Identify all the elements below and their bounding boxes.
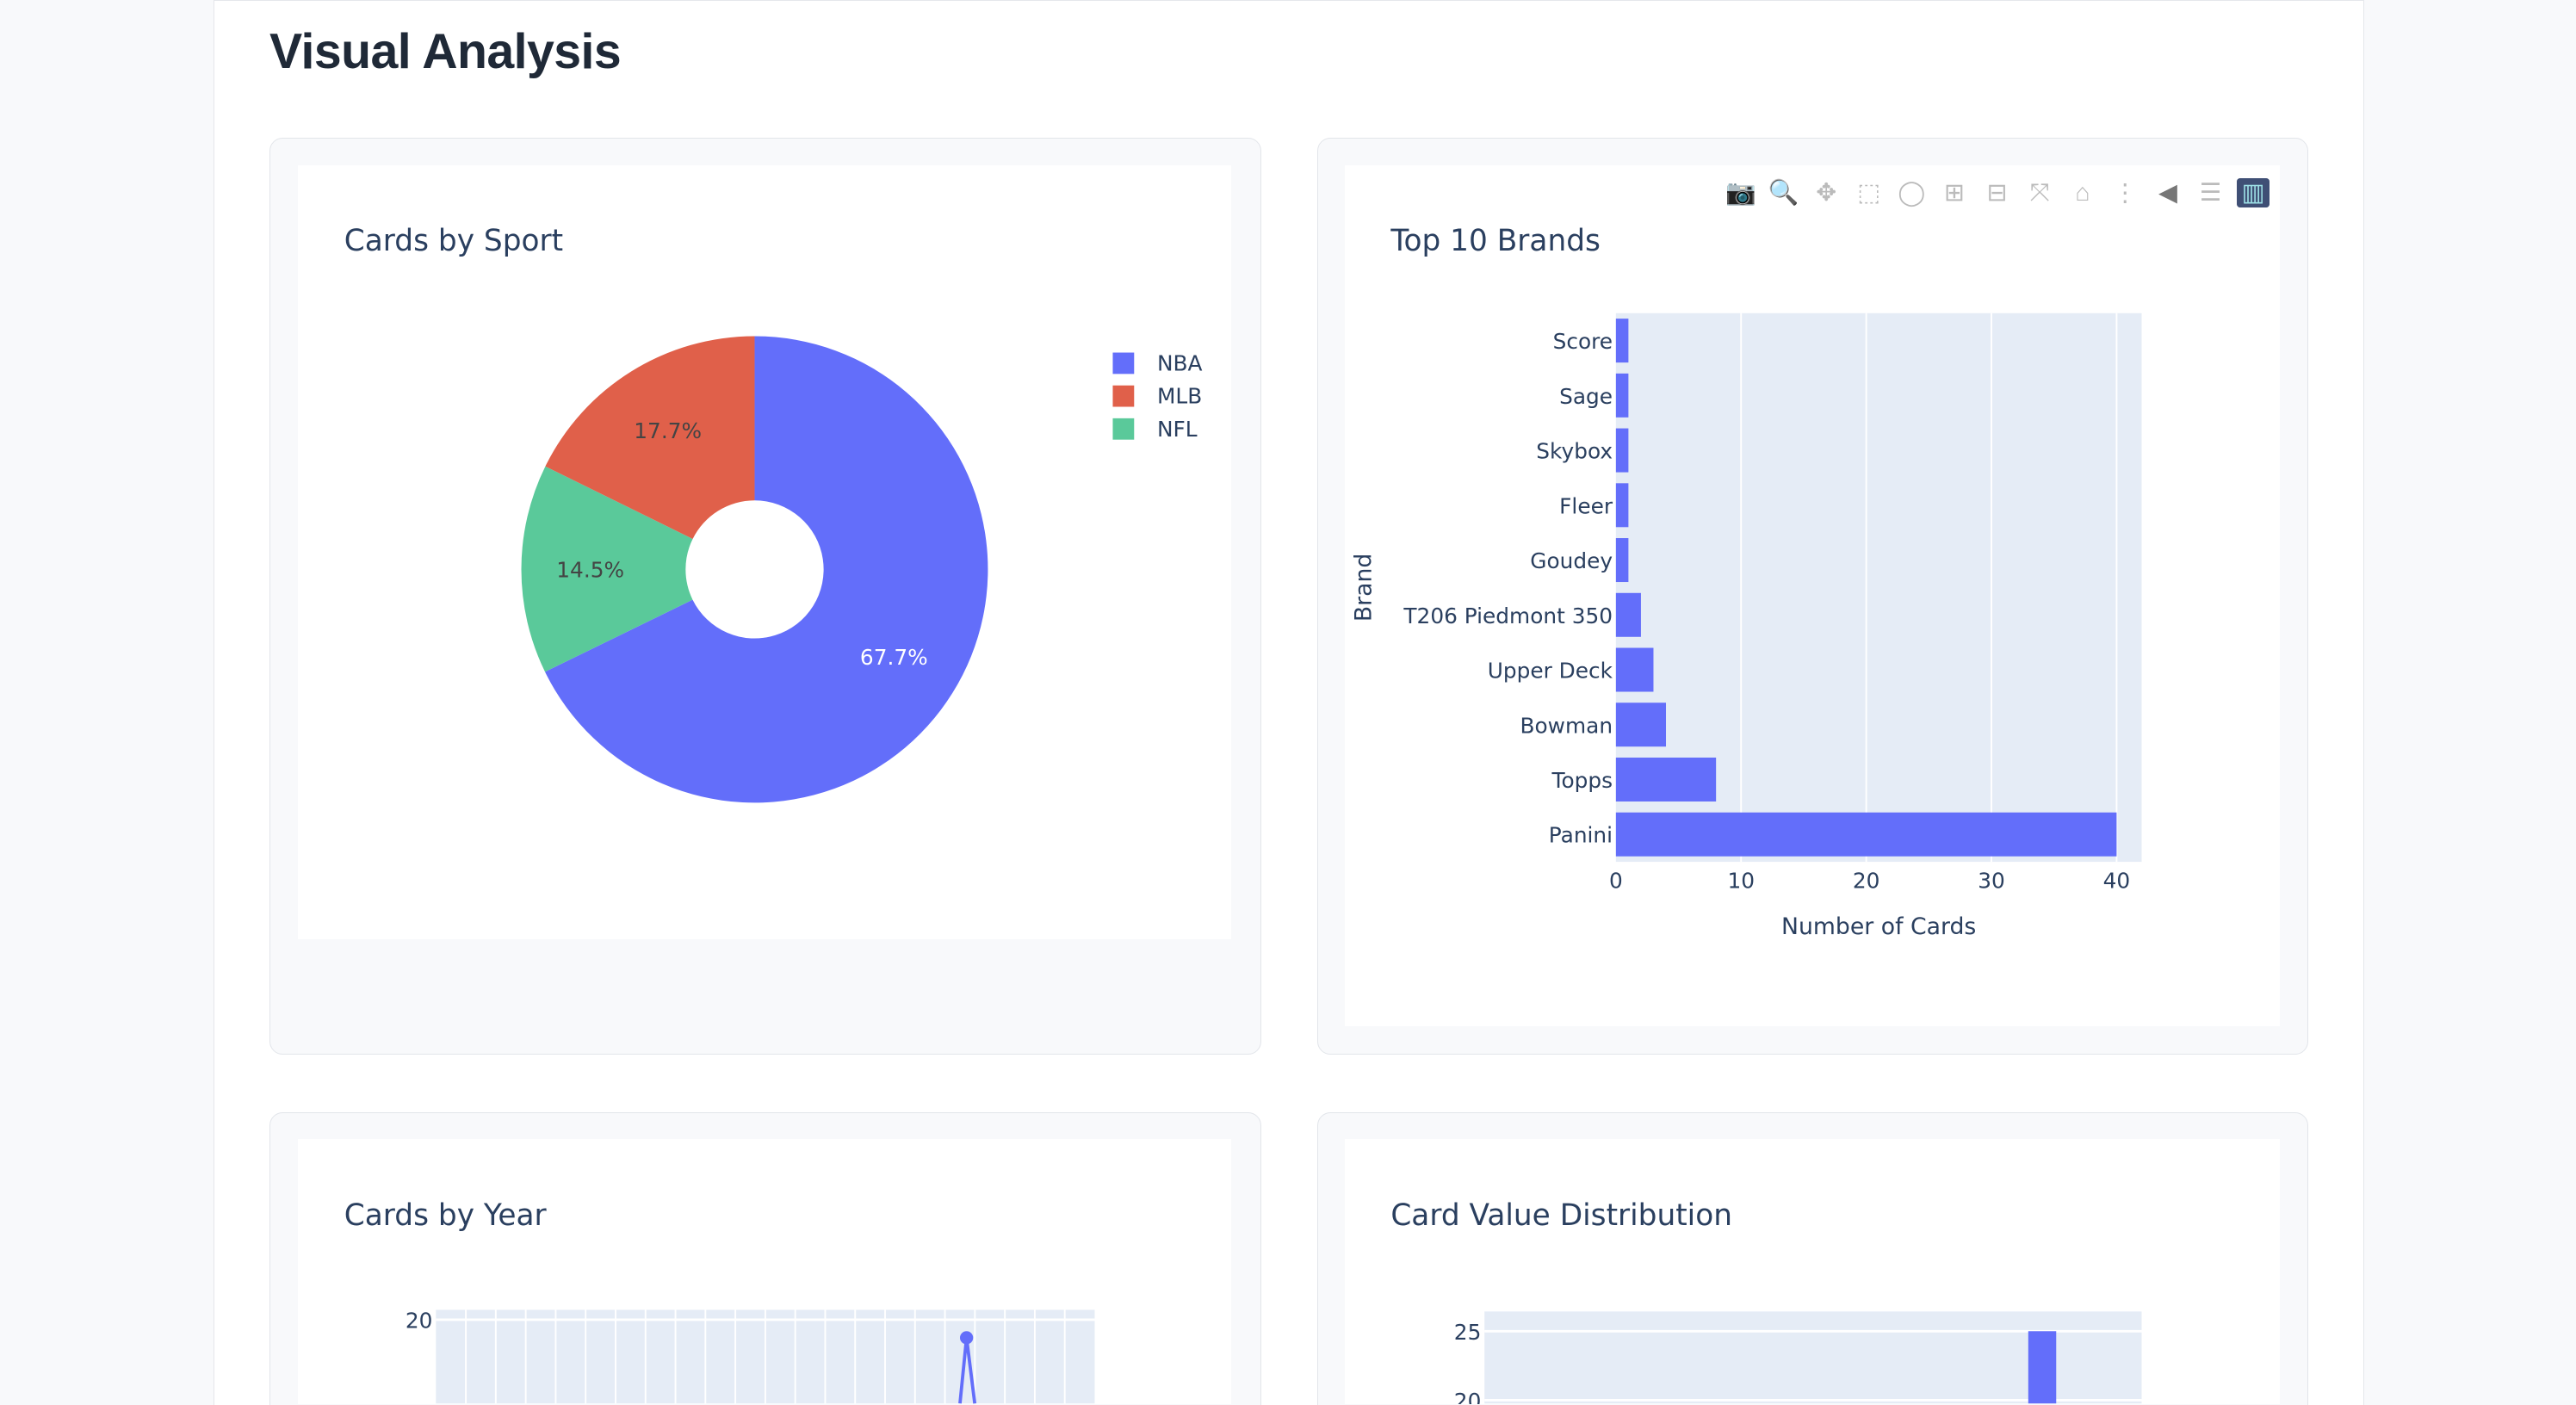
histogram-chart: 25 20 — [1454, 1311, 2142, 1404]
legend-swatch — [1112, 352, 1135, 374]
line-chart: 20 — [406, 1309, 1095, 1404]
bar-sage — [1615, 373, 1629, 418]
bar-chart: 0 10 20 30 40 Score Sage Skybox Fleer Goudey T206 … — [1350, 313, 2142, 940]
reset-axes-icon[interactable]: ⌂ — [2075, 179, 2090, 207]
pie-plot: Cards by Sport 67.7% 14.5% 17.7% NBA MLB NFL — [298, 164, 1232, 939]
x-tick-label: 10 — [1727, 868, 1755, 893]
bar-topps — [1615, 757, 1717, 802]
y-tick-label: Sage — [1559, 384, 1613, 409]
hover-compare-icon[interactable]: ☰ — [2199, 179, 2222, 207]
slice-label: 14.5% — [557, 557, 625, 582]
chart-title: Top 10 Brands — [1390, 224, 1601, 259]
line-plot: Cards by Year 20 — [298, 1139, 1232, 1404]
chart-card-sport: Cards by Sport 67.7% 14.5% 17.7% NBA MLB NFL — [269, 138, 1262, 1055]
bar-panini — [1615, 812, 2117, 857]
pie-chart: 67.7% 14.5% 17.7% NBA MLB NFL — [521, 336, 1203, 803]
y-tick-label: Upper Deck — [1488, 658, 1613, 683]
chart-card-brands: 📷 🔍 ✥ ⬚ ◯ ⊞ ⊟ ⤧ ⌂ ⋮ ◀ ☰ ▥ Top 10 Brands 0 10 20 30 40 Sco… — [1317, 138, 2309, 1055]
modebar: 📷 🔍 ✥ ⬚ ◯ ⊞ ⊟ ⤧ ⌂ ⋮ ◀ ☰ ▥ — [1725, 178, 2270, 208]
bar-score — [1615, 318, 1629, 362]
bar-plot: 📷 🔍 ✥ ⬚ ◯ ⊞ ⊟ ⤧ ⌂ ⋮ ◀ ☰ ▥ Top 10 Brands 0 10 20 30 40 Sco… — [1344, 164, 2280, 1026]
bar-fleer — [1615, 483, 1629, 528]
legend-item-nfl: NFL — [1157, 417, 1198, 442]
box-select-icon[interactable]: ⬚ — [1857, 179, 1881, 207]
y-tick-label: Topps — [1551, 768, 1613, 793]
y-tick-label: 25 — [1454, 1320, 1482, 1345]
y-tick-label: Panini — [1549, 823, 1613, 848]
y-tick-label: Fleer — [1559, 493, 1613, 518]
chart-title: Cards by Sport — [344, 224, 564, 259]
autoscale-icon[interactable]: ⤧ — [2029, 179, 2050, 207]
y-tick-label: 20 — [406, 1309, 433, 1334]
plotly-logo-icon[interactable]: ▥ — [2237, 178, 2270, 208]
legend-item-nba: NBA — [1157, 350, 1203, 375]
x-tick-label: 20 — [1853, 868, 1880, 893]
chart-card-year: Cards by Year 20 — [269, 1111, 1262, 1405]
slice-label: 17.7% — [635, 418, 703, 443]
y-tick-label: T206 Piedmont 350 — [1403, 603, 1613, 628]
chart-title: Card Value Distribution — [1390, 1198, 1732, 1234]
hover-closest-icon[interactable]: ◀ — [2158, 179, 2177, 207]
y-tick-label: 20 — [1454, 1389, 1482, 1403]
legend-swatch — [1112, 385, 1135, 407]
chart-card-value: Card Value Distribution 25 20 — [1317, 1111, 2309, 1405]
camera-icon[interactable]: 📷 — [1725, 179, 1756, 207]
y-tick-label: Score — [1552, 329, 1612, 354]
bar-goudey — [1615, 537, 1629, 582]
x-tick-label: 40 — [2103, 868, 2131, 893]
pie-slice-mlb — [545, 336, 755, 539]
slice-label: 67.7% — [860, 645, 928, 670]
x-axis-title: Number of Cards — [1781, 913, 1976, 940]
x-tick-label: 0 — [1609, 868, 1623, 893]
legend-swatch — [1112, 418, 1135, 440]
y-tick-label: Goudey — [1530, 548, 1613, 573]
y-axis-title: Brand — [1350, 553, 1377, 622]
spike-lines-icon[interactable]: ⋮ — [2113, 179, 2138, 207]
bar-bowman — [1615, 702, 1666, 747]
legend-item-mlb: MLB — [1157, 383, 1202, 408]
hist-plot: Card Value Distribution 25 20 — [1344, 1139, 2280, 1404]
pan-icon[interactable]: ✥ — [1816, 179, 1837, 207]
x-tick-label: 30 — [1978, 868, 2005, 893]
y-tick-label: Skybox — [1536, 438, 1613, 463]
zoom-in-icon[interactable]: ⊞ — [1943, 179, 1965, 207]
zoom-icon[interactable]: 🔍 — [1768, 179, 1799, 207]
lasso-icon[interactable]: ◯ — [1898, 179, 1926, 207]
histogram-bar — [2028, 1331, 2057, 1404]
page-title: Visual Analysis — [269, 23, 622, 79]
pie-slice-nba — [545, 336, 988, 803]
zoom-out-icon[interactable]: ⊟ — [1986, 179, 2008, 207]
bar-upper-deck — [1615, 647, 1654, 692]
chart-title: Cards by Year — [344, 1198, 547, 1234]
bar-t206-piedmont-350 — [1615, 592, 1641, 637]
y-tick-label: Bowman — [1520, 713, 1613, 738]
pie-slice-nfl — [521, 466, 693, 672]
data-point — [960, 1331, 974, 1345]
bar-skybox — [1615, 428, 1629, 473]
